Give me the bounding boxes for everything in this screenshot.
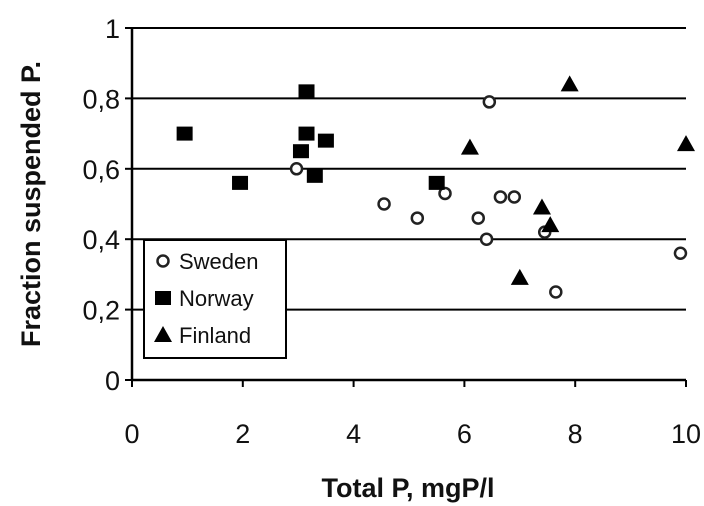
sweden-point — [549, 285, 563, 299]
legend-marker-finland — [154, 326, 172, 342]
tick-labels: 00,20,40,60,810 2 4 6 8 10 — [82, 14, 701, 449]
y-tick-label: 0,8 — [82, 84, 120, 114]
legend-label-norway: Norway — [179, 286, 254, 311]
x-tick-label: 4 — [346, 419, 361, 449]
x-tick-label: 0 — [124, 419, 139, 449]
y-tick-label: 1 — [105, 14, 120, 44]
sweden-point — [507, 190, 522, 204]
finland-point — [532, 198, 551, 215]
finland-point — [560, 75, 579, 92]
sweden-point — [471, 211, 485, 225]
norway-point — [292, 144, 309, 159]
y-tick-label: 0,4 — [82, 225, 120, 255]
x-axis-title: Total P, mgP/l — [321, 473, 494, 503]
legend-marker-norway — [155, 291, 171, 305]
data-points — [176, 75, 695, 299]
sweden-point — [479, 232, 494, 246]
sweden-point — [438, 186, 452, 201]
legend: Sweden Norway Finland — [143, 239, 287, 359]
sweden-point — [377, 197, 391, 211]
finland-point — [460, 138, 479, 155]
norway-point — [176, 126, 193, 141]
y-tick-label: 0,2 — [82, 296, 120, 326]
sweden-point — [673, 246, 688, 261]
x-tick-label: 10 — [671, 419, 701, 449]
norway-point — [298, 84, 315, 99]
sweden-point — [410, 211, 425, 225]
y-axis-title: Fraction suspended P. — [16, 61, 46, 347]
x-tick-label: 8 — [568, 419, 583, 449]
x-tick-label: 6 — [457, 419, 472, 449]
norway-point — [428, 175, 445, 190]
sweden-point — [289, 162, 304, 176]
norway-point — [232, 175, 249, 190]
legend-marker-sweden — [156, 254, 170, 268]
legend-label-finland: Finland — [179, 323, 251, 348]
x-tick-label: 2 — [235, 419, 250, 449]
finland-point — [510, 268, 529, 285]
norway-point — [306, 168, 323, 183]
norway-point — [317, 133, 334, 148]
axes — [125, 27, 687, 387]
finland-point — [677, 135, 695, 152]
finland-point — [541, 216, 560, 233]
legend-label-sweden: Sweden — [179, 249, 259, 274]
y-tick-label: 0 — [105, 366, 120, 396]
sweden-point — [482, 95, 497, 109]
norway-point — [298, 126, 315, 141]
y-tick-label: 0,6 — [82, 155, 120, 185]
sweden-point — [493, 190, 508, 204]
